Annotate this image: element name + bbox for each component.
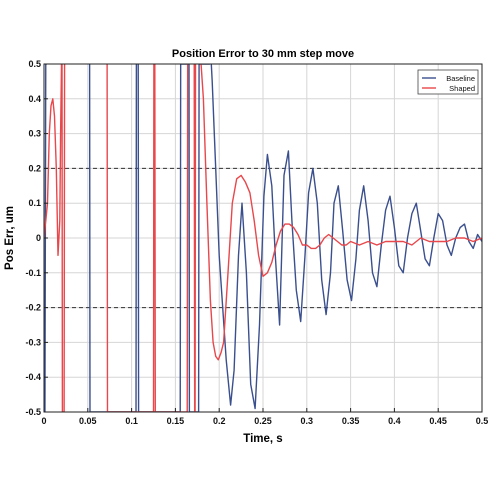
- x-tick-label: 0.45: [429, 416, 447, 426]
- x-tick-label: 0.3: [301, 416, 314, 426]
- x-tick-label: 0.15: [167, 416, 185, 426]
- chart-title: Position Error to 30 mm step move: [172, 48, 354, 60]
- y-tick-label: 0.3: [28, 129, 41, 139]
- series-line-shaped: [44, 64, 482, 412]
- x-tick-label: 0.5: [476, 416, 489, 426]
- x-tick-label: 0.1: [125, 416, 138, 426]
- y-tick-label: -0.3: [25, 337, 41, 347]
- legend-box: [417, 69, 479, 95]
- x-tick-label: 0.25: [254, 416, 272, 426]
- x-tick-label: 0.05: [79, 416, 97, 426]
- legend-label: Shaped: [449, 84, 475, 93]
- y-tick-label: -0.2: [25, 303, 41, 313]
- x-tick-label: 0.2: [213, 416, 226, 426]
- y-tick-label: -0.1: [25, 268, 41, 278]
- y-tick-label: 0: [36, 233, 41, 243]
- y-tick-label: -0.4: [25, 372, 41, 382]
- y-tick-label: 0.1: [28, 198, 41, 208]
- y-axis-label: Pos Err, um: [4, 206, 16, 270]
- y-tick-label: 0.5: [28, 59, 41, 69]
- x-axis-ticks: 0 0.05 0.1 0.15 0.2 0.25 0.3 0.35 0.4 0.45 0.5: [41, 408, 488, 426]
- legend-label: Baseline: [446, 74, 475, 83]
- y-tick-label: 0.4: [28, 94, 41, 104]
- y-axis-ticks: -0.5 -0.4 -0.3 -0.2 -0.1 0 0.1 0.2 0.3 0.4 0.5: [25, 59, 48, 417]
- y-tick-label: 0.2: [28, 163, 41, 173]
- y-tick-label: -0.5: [25, 407, 41, 417]
- x-tick-label: 0: [41, 416, 46, 426]
- series-group: [44, 64, 482, 412]
- x-tick-label: 0.4: [388, 416, 401, 426]
- x-tick-label: 0.35: [342, 416, 360, 426]
- tolerance-lines: [44, 167, 482, 309]
- x-axis-label: Time, s: [243, 433, 282, 445]
- series-line-baseline: [44, 64, 482, 412]
